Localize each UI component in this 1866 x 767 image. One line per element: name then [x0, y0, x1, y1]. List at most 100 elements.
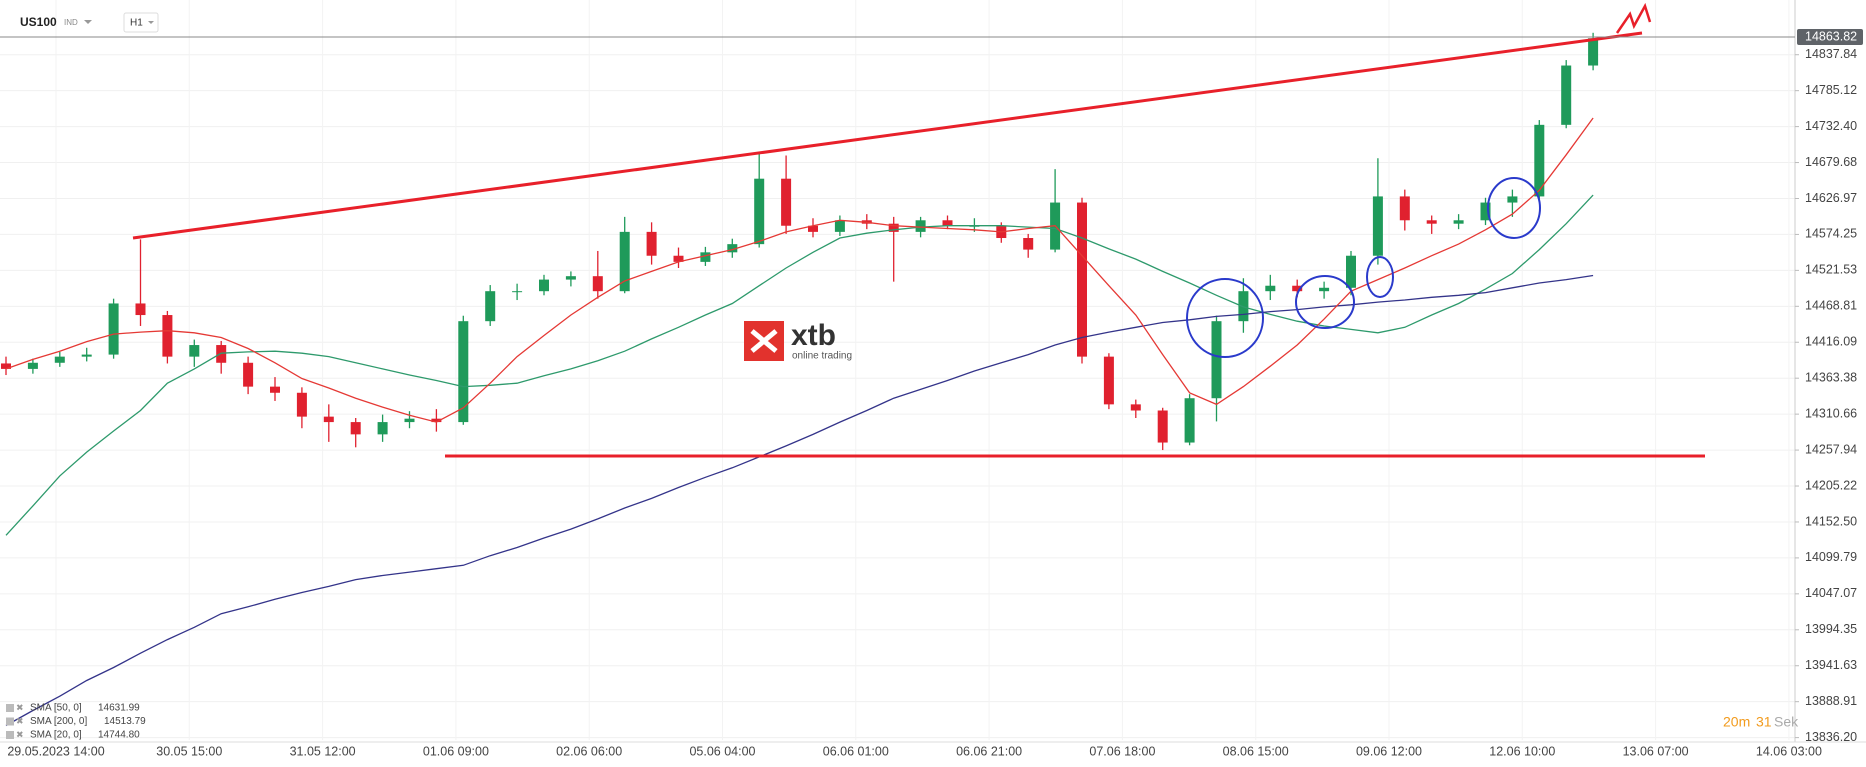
x-tick-label: 01.06 09:00: [423, 744, 489, 758]
timeframe: H1: [130, 18, 143, 29]
y-tick-label: 14468.81: [1805, 299, 1857, 313]
y-tick-label: 14152.50: [1805, 514, 1857, 528]
candle-body: [404, 418, 415, 423]
candle-body: [135, 303, 146, 316]
y-tick-label: 14205.22: [1805, 478, 1857, 492]
logo-x: [750, 329, 778, 353]
y-tick-label: 13888.91: [1805, 694, 1857, 708]
candle-body: [1319, 287, 1330, 292]
candle-body: [1561, 65, 1572, 125]
legend-close: ✖: [16, 716, 24, 726]
candle-body: [377, 422, 388, 435]
legend: ✖ SMA [50, 0] 14631.99 ✖ SMA [200, 0] 14513.7…: [6, 702, 146, 741]
sma-line: [5, 274, 1594, 727]
y-tick-label: 14521.53: [1805, 263, 1857, 277]
timeframe-arrow: [148, 21, 154, 24]
highlight-circle: [1295, 275, 1355, 329]
candle-body: [485, 291, 496, 322]
logo: xtb online trading: [744, 319, 852, 362]
x-tick-label: 09.06 12:00: [1356, 744, 1422, 758]
candle-body: [243, 362, 254, 387]
candle-body: [270, 386, 280, 393]
legend-icon: [6, 704, 14, 712]
y-tick-label: 14732.40: [1805, 119, 1857, 133]
candle-body: [1103, 356, 1114, 405]
x-tick-label: 13.06 07:00: [1623, 744, 1689, 758]
candle-body: [81, 354, 92, 357]
candle-body: [888, 223, 899, 232]
timeframe-select[interactable]: [123, 12, 159, 33]
candle-body: [1480, 202, 1491, 221]
candle-body: [808, 225, 818, 232]
candle-body: [54, 356, 65, 363]
x-tick-label: 31.05 12:00: [290, 744, 356, 758]
y-tick-label: 14416.09: [1805, 335, 1857, 349]
y-tick-label: 14047.07: [1805, 586, 1857, 600]
candle-body: [1238, 291, 1249, 322]
y-tick-label: 14574.25: [1805, 227, 1857, 241]
candle-body: [1453, 220, 1464, 224]
candle-body: [1265, 285, 1276, 292]
x-tick-label: 05.06 04:00: [689, 744, 755, 758]
candle-body: [781, 178, 792, 226]
countdown-seconds: 31: [1756, 714, 1772, 730]
candle-body: [1372, 196, 1383, 256]
candle-body: [1588, 38, 1599, 66]
candle-body: [1534, 124, 1545, 197]
candle-body: [619, 231, 630, 292]
y-tick-label: 14310.66: [1805, 406, 1857, 420]
candle-body: [1346, 255, 1356, 288]
candle-body: [834, 220, 845, 232]
candle-body: [1, 363, 11, 369]
legend-value: 14631.99: [98, 703, 140, 714]
countdown-minutes: 20m: [1723, 714, 1750, 730]
candle-body: [458, 321, 469, 423]
logo-tagline: online trading: [792, 351, 852, 362]
sma-line: [5, 117, 1594, 423]
legend-name: SMA [200, 0]: [30, 716, 87, 727]
candle-body: [565, 276, 576, 280]
candle-body: [1184, 398, 1195, 443]
legend-close: ✖: [16, 729, 24, 739]
candle-body: [700, 252, 711, 262]
annotations: [132, 2, 1705, 458]
candle-body: [1023, 238, 1034, 250]
y-tick-label: 14626.97: [1805, 191, 1857, 205]
candle-body: [431, 418, 442, 423]
candle-body: [1130, 404, 1141, 411]
y-tick-label: 13941.63: [1805, 658, 1857, 672]
arrow-sketch: [1615, 2, 1652, 34]
x-tick-label: 06.06 21:00: [956, 744, 1022, 758]
symbol-dropdown[interactable]: [84, 20, 92, 24]
candle-body: [108, 303, 119, 355]
x-tick-label: 30.05 15:00: [156, 744, 222, 758]
y-tick-label: 14257.94: [1805, 442, 1857, 456]
highlight-circle: [1366, 256, 1394, 298]
candle-body: [1077, 202, 1087, 357]
candle-body: [162, 315, 173, 357]
highlight-circle: [1186, 278, 1264, 358]
candle-body: [1426, 220, 1437, 224]
candle-body: [323, 416, 334, 423]
candle-body: [942, 220, 953, 226]
countdown: 20m 31 Sek: [1723, 714, 1799, 730]
x-tick-label: 12.06 10:00: [1489, 744, 1555, 758]
x-tick-label: 14.06 03:00: [1756, 744, 1822, 758]
candle-body: [539, 279, 549, 292]
candle-body: [1292, 285, 1303, 292]
candle-body: [646, 231, 657, 256]
highlight-circle: [1487, 177, 1541, 239]
candle-body: [915, 220, 926, 232]
x-tick-label: 29.05.2023 14:00: [7, 744, 104, 758]
y-tick-label: 14837.84: [1805, 47, 1857, 61]
legend-value: 14744.80: [98, 730, 140, 741]
candle-body: [727, 244, 738, 253]
y-tick-label: 14785.12: [1805, 83, 1857, 97]
y-tick-label: 14363.38: [1805, 370, 1857, 384]
candle-body: [1399, 196, 1410, 221]
countdown-unit: Sek: [1774, 714, 1799, 730]
plot: [1, 32, 1599, 727]
candle-body: [592, 276, 603, 292]
